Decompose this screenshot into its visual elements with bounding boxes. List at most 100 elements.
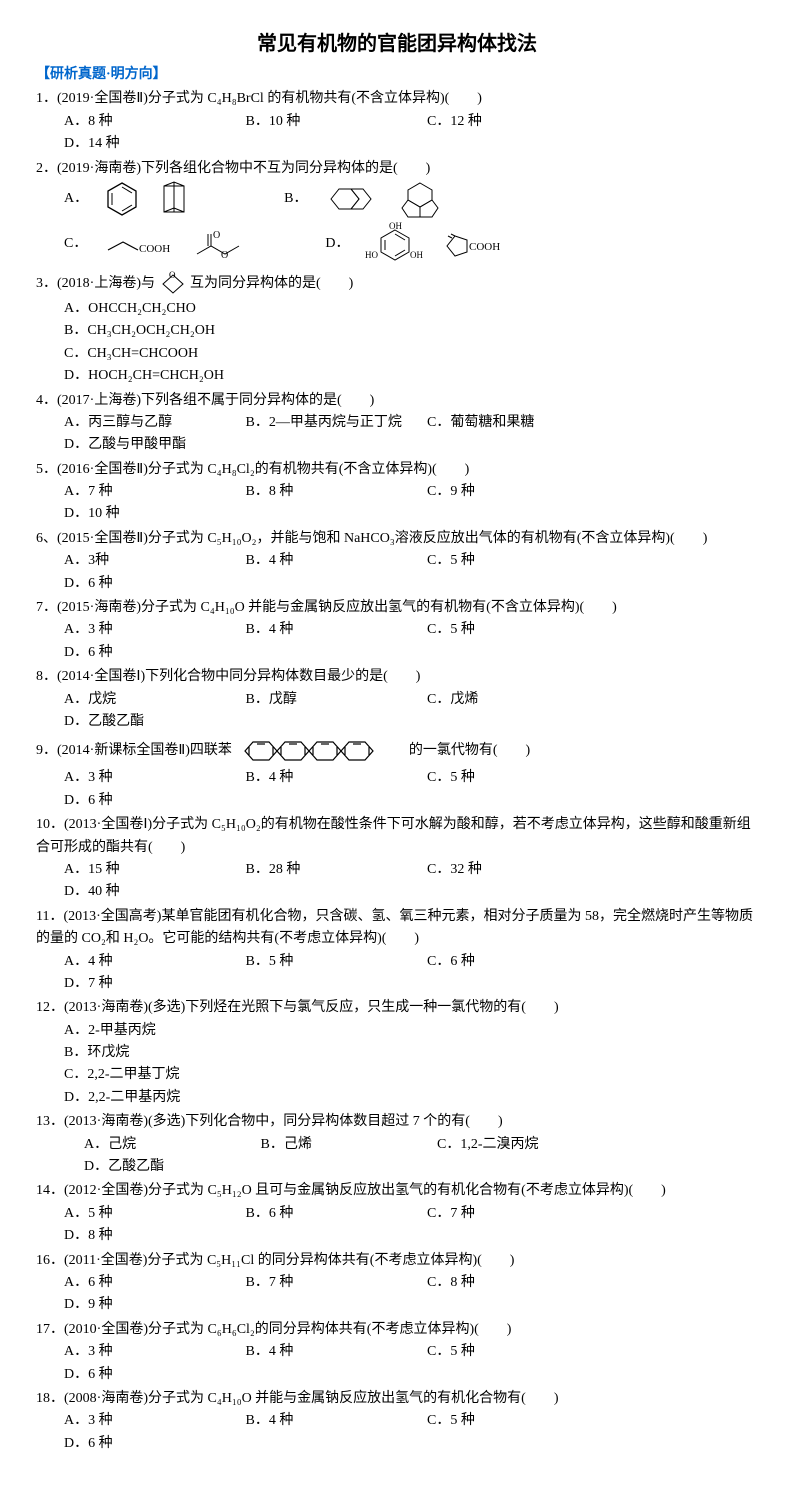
q3-opt-d: D．HOCH₂CH=CHCH₂OH bbox=[64, 365, 419, 387]
q12-stem: (2013·海南卷)(多选)下列烃在光照下与氯气反应，只生成一种一氯代物的有( … bbox=[64, 1000, 559, 1015]
q10-opt-c: C．32 种 bbox=[427, 859, 609, 881]
svg-text:OH: OH bbox=[389, 222, 402, 231]
svg-text:OH: OH bbox=[410, 250, 423, 260]
q17-num: 17． bbox=[36, 1322, 64, 1337]
svg-text:O: O bbox=[169, 270, 176, 280]
q12-opt-c: C．2,2-二甲基丁烷 bbox=[64, 1064, 419, 1086]
q16-num: 16． bbox=[36, 1253, 64, 1268]
q10-opt-d: D．40 种 bbox=[64, 881, 246, 903]
q5-opt-b: B．8 种 bbox=[246, 481, 428, 503]
q14-opt-d: D．8 种 bbox=[64, 1225, 246, 1247]
q17-opt-c: C．5 种 bbox=[427, 1341, 609, 1363]
svg-text:HO: HO bbox=[365, 250, 378, 260]
question-18: 18．(2008·海南卷)分子式为 C₄H₁₀O 并能与金属钠反应放出氢气的有机… bbox=[36, 1388, 758, 1455]
q7-stem: (2015·海南卷)分子式为 C₄H₁₀O 并能与金属钠反应放出氢气的有机物有(… bbox=[57, 600, 617, 615]
q16-opt-b: B．7 种 bbox=[246, 1272, 428, 1294]
q1-opt-b: B．10 种 bbox=[246, 111, 428, 133]
question-11: 11．(2013·全国高考)某单官能团有机化合物，只含碳、氢、氧三种元素，相对分… bbox=[36, 906, 758, 996]
q11-opt-c: C．6 种 bbox=[427, 951, 609, 973]
tricyclic-icon bbox=[395, 180, 445, 218]
q7-opt-b: B．4 种 bbox=[246, 619, 428, 641]
q5-num: 5． bbox=[36, 462, 57, 477]
q13-opt-c: C．1,2-二溴丙烷 bbox=[437, 1134, 614, 1156]
q3-stem: (2018·上海卷)与 bbox=[57, 276, 155, 291]
q14-opt-c: C．7 种 bbox=[427, 1203, 609, 1225]
q6-opt-d: D．6 种 bbox=[64, 573, 246, 595]
question-5: 5．(2016·全国卷Ⅱ)分子式为 C₄H₈Cl₂的有机物共有(不含立体异构)(… bbox=[36, 459, 758, 526]
q3-num: 3． bbox=[36, 276, 57, 291]
q2-stem: (2019·海南卷)下列各组化合物中不互为同分异构体的是( ) bbox=[57, 161, 430, 176]
q16-opt-c: C．8 种 bbox=[427, 1272, 609, 1294]
q12-opt-d: D．2,2-二甲基丙烷 bbox=[64, 1087, 419, 1109]
q7-opt-d: D．6 种 bbox=[64, 642, 246, 664]
ester-icon: OO bbox=[189, 228, 253, 260]
q14-stem: (2012·全国卷)分子式为 C₅H₁₂O 且可与金属钠反应放出氢气的有机化合物… bbox=[64, 1183, 666, 1198]
question-14: 14．(2012·全国卷)分子式为 C₅H₁₂O 且可与金属钠反应放出氢气的有机… bbox=[36, 1180, 758, 1247]
q9-opt-d: D．6 种 bbox=[64, 790, 246, 812]
q6-opt-a: A．3种 bbox=[64, 550, 246, 572]
q1-opt-d: D．14 种 bbox=[64, 133, 246, 155]
q1-num: 1． bbox=[36, 91, 57, 106]
q16-stem: (2011·全国卷)分子式为 C₅H₁₁Cl 的同分异构体共有(不考虑立体异构)… bbox=[64, 1253, 514, 1268]
q17-opt-d: D．6 种 bbox=[64, 1364, 246, 1386]
q16-opt-a: A．6 种 bbox=[64, 1272, 246, 1294]
q11-opt-b: B．5 种 bbox=[246, 951, 428, 973]
q9-opt-b: B．4 种 bbox=[246, 767, 428, 789]
q5-opt-d: D．10 种 bbox=[64, 503, 246, 525]
q4-opt-a: A．丙三醇与乙醇 bbox=[64, 412, 246, 434]
q2-label-d: D． bbox=[325, 233, 349, 255]
q16-opt-d: D．9 种 bbox=[64, 1294, 246, 1316]
question-10: 10．(2013·全国卷Ⅰ)分子式为 C₅H₁₀O₂的有机物在酸性条件下可水解为… bbox=[36, 814, 758, 904]
q7-opt-a: A．3 种 bbox=[64, 619, 246, 641]
q5-opt-a: A．7 种 bbox=[64, 481, 246, 503]
q6-num: 6、 bbox=[36, 531, 57, 546]
quaterphenyl-icon bbox=[235, 735, 405, 767]
q13-opt-d: D．乙酸乙酯 bbox=[84, 1156, 261, 1178]
q8-num: 8． bbox=[36, 669, 57, 684]
q6-opt-c: C．5 种 bbox=[427, 550, 609, 572]
svg-text:O: O bbox=[213, 230, 220, 241]
question-9: 9．(2014·新课标全国卷Ⅱ)四联苯 的一氯代物有( ) A．3 种 B．4 … bbox=[36, 735, 758, 812]
question-16: 16．(2011·全国卷)分子式为 C₅H₁₁Cl 的同分异构体共有(不考虑立体… bbox=[36, 1250, 758, 1317]
q8-stem: (2014·全国卷Ⅰ)下列化合物中同分异构体数目最少的是( ) bbox=[57, 669, 420, 684]
q6-stem: (2015·全国卷Ⅱ)分子式为 C₅H₁₀O₂，并能与饱和 NaHCO₃溶液反应… bbox=[57, 531, 707, 546]
q2-label-a: A． bbox=[64, 188, 88, 210]
q9-stem-after: 的一氯代物有( ) bbox=[409, 744, 530, 759]
q10-opt-a: A．15 种 bbox=[64, 859, 246, 881]
q13-stem: (2013·海南卷)(多选)下列化合物中，同分异构体数目超过 7 个的有( ) bbox=[64, 1114, 503, 1129]
q11-num: 11． bbox=[36, 909, 63, 924]
q12-opt-b: B．环戊烷 bbox=[64, 1042, 419, 1064]
q12-num: 12． bbox=[36, 1000, 64, 1015]
q10-opt-b: B．28 种 bbox=[246, 859, 428, 881]
q4-opt-b: B．2—甲基丙烷与正丁烷 bbox=[246, 412, 428, 434]
q18-opt-a: A．3 种 bbox=[64, 1410, 246, 1432]
q4-num: 4． bbox=[36, 393, 57, 408]
page-title: 常见有机物的官能团异构体找法 bbox=[36, 28, 758, 60]
q18-opt-d: D．6 种 bbox=[64, 1433, 246, 1455]
q3-stem-after: 互为同分异构体的是( ) bbox=[190, 276, 353, 291]
q7-num: 7． bbox=[36, 600, 57, 615]
question-4: 4．(2017·上海卷)下列各组不属于同分异构体的是( ) A．丙三醇与乙醇 B… bbox=[36, 390, 758, 457]
q3-opt-b: B．CH₃CH₂OCH₂CH₂OH bbox=[64, 320, 419, 342]
oxetane-icon: O bbox=[159, 270, 187, 298]
q17-opt-a: A．3 种 bbox=[64, 1341, 246, 1363]
prism-icon bbox=[156, 180, 192, 218]
svg-text:COOH: COOH bbox=[469, 241, 500, 253]
q13-opt-b: B．己烯 bbox=[261, 1134, 438, 1156]
question-3: 3．(2018·上海卷)与 O 互为同分异构体的是( ) A．OHCCH₂CH₂… bbox=[36, 270, 758, 388]
q5-stem: (2016·全国卷Ⅱ)分子式为 C₄H₈Cl₂的有机物共有(不含立体异构)( ) bbox=[57, 462, 469, 477]
q11-opt-d: D．7 种 bbox=[64, 973, 246, 995]
svg-text:O: O bbox=[221, 250, 228, 260]
q18-opt-b: B．4 种 bbox=[246, 1410, 428, 1432]
q17-stem: (2010·全国卷)分子式为 C₆H₆Cl₂的同分异构体共有(不考虑立体异构)(… bbox=[64, 1322, 511, 1337]
q17-opt-b: B．4 种 bbox=[246, 1341, 428, 1363]
q2-label-c: C． bbox=[64, 233, 87, 255]
q8-opt-c: C．戊烯 bbox=[427, 689, 609, 711]
q2-num: 2． bbox=[36, 161, 57, 176]
question-13: 13．(2013·海南卷)(多选)下列化合物中，同分异构体数目超过 7 个的有(… bbox=[36, 1111, 758, 1178]
q7-opt-c: C．5 种 bbox=[427, 619, 609, 641]
decalin-icon bbox=[323, 183, 379, 215]
cyclo-acid-icon: COOH bbox=[441, 226, 521, 262]
q8-opt-d: D．乙酸乙酯 bbox=[64, 711, 246, 733]
q8-opt-b: B．戊醇 bbox=[246, 689, 428, 711]
